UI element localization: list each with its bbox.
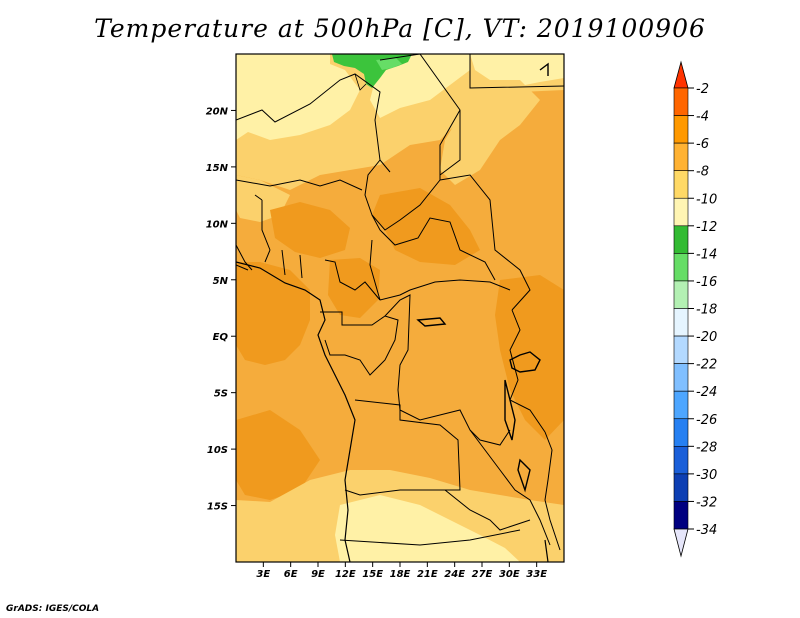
field-congo-dark [328, 258, 380, 318]
colorbar-swatch-4 [673, 170, 689, 199]
grads-credit: GrADS: IGES/COLA [6, 604, 100, 614]
field-south-dark [236, 410, 320, 500]
lon-tick-label: 12E [335, 569, 356, 580]
lon-tick-label: 24E [444, 569, 465, 580]
field-northeast-light [440, 80, 540, 185]
lat-tick-label: 20N [206, 106, 229, 117]
colorbar-swatch-16 [673, 501, 689, 530]
lon-tick-label: 9E [311, 569, 325, 580]
lakes [416, 62, 549, 493]
colorbar-swatch-11 [673, 363, 689, 392]
colorbar-label: -32 [696, 495, 717, 510]
colorbar-label: -2 [696, 82, 709, 97]
colorbar-swatch-1 [673, 87, 689, 116]
colorbar-label: -14 [696, 247, 717, 262]
lon-tick-label: 15E [362, 569, 383, 580]
colorbar: -2 -4 -6 -8 -10 -12 -14 -16 -18 -20 -22 -24 -26 -28 -3… [673, 60, 717, 558]
latitude-axis: 20N 15N 10N 5N EQ 5S 10S 15S [206, 106, 236, 513]
lat-tick-label: 5N [213, 276, 229, 287]
lat-tick-label: 15S [207, 502, 228, 513]
field-sahel-dark [372, 188, 480, 265]
colorbar-swatch-2 [673, 115, 689, 144]
lon-tick-label: 18E [390, 569, 411, 580]
colorbar-label: -8 [696, 165, 709, 180]
lat-tick-label: 15N [206, 163, 229, 174]
colorbar-swatch-8 [673, 280, 689, 309]
field-west-dark [236, 262, 310, 365]
colorbar-label: -24 [696, 385, 717, 400]
colorbar-label: -20 [696, 330, 717, 345]
colorbar-label: -10 [696, 192, 717, 207]
lon-tick-label: 21E [417, 569, 438, 580]
colorbar-label: -22 [696, 358, 717, 373]
cold-patch-outline [354, 73, 367, 91]
colorbar-label: -30 [696, 468, 717, 483]
chart-title: Temperature at 500hPa [C], VT: 201910090… [94, 14, 706, 43]
colorbar-swatch-17 [673, 528, 689, 558]
field-south-pale [335, 495, 520, 562]
longitude-axis: 3E 6E 9E 12E 15E 18E 21E 24E 27E 30E 33E [256, 562, 547, 580]
field-west-dark-2 [270, 202, 350, 258]
country-borders [236, 54, 564, 551]
colorbar-swatch-3 [673, 142, 689, 171]
colorbar-swatch-14 [673, 446, 689, 475]
field-northeast-pale [470, 54, 564, 88]
lon-tick-label: 30E [499, 569, 520, 580]
lon-tick-label: 27E [472, 569, 493, 580]
field-north-pale [236, 54, 360, 140]
colorbar-label: -26 [696, 413, 717, 428]
lon-tick-label: 3E [256, 569, 270, 580]
colorbar-swatch-15 [673, 473, 689, 502]
coastline [236, 261, 549, 562]
colorbar-label: -16 [696, 275, 717, 290]
colorbar-label: -6 [696, 137, 709, 152]
colorbar-label: -28 [696, 440, 717, 455]
lat-tick-label: 10N [206, 219, 229, 230]
field-east-dark [495, 275, 564, 440]
colorbar-swatch-13 [673, 418, 689, 447]
colorbar-swatch-7 [673, 253, 689, 282]
colorbar-label: -18 [696, 303, 717, 318]
colorbar-swatch-0 [673, 60, 689, 89]
colorbar-swatch-9 [673, 308, 689, 337]
lon-tick-label: 6E [284, 569, 298, 580]
lat-tick-label: 10S [207, 445, 228, 456]
colorbar-swatch-5 [673, 197, 689, 227]
colorbar-swatch-10 [673, 335, 689, 364]
field-southwest-light [236, 505, 300, 562]
colorbar-label: -34 [696, 523, 717, 538]
lat-tick-label: 5S [214, 389, 228, 400]
colorbar-label: -12 [696, 220, 717, 235]
lat-tick-label: EQ [213, 332, 229, 343]
field-north-pale-2 [370, 54, 470, 118]
colorbar-label: -4 [696, 110, 709, 125]
colorbar-swatch-12 [673, 390, 689, 420]
lon-tick-label: 33E [526, 569, 547, 580]
colorbar-swatch-6 [673, 225, 689, 254]
temperature-field [236, 54, 564, 562]
field-cold-patch-inner [376, 58, 402, 70]
